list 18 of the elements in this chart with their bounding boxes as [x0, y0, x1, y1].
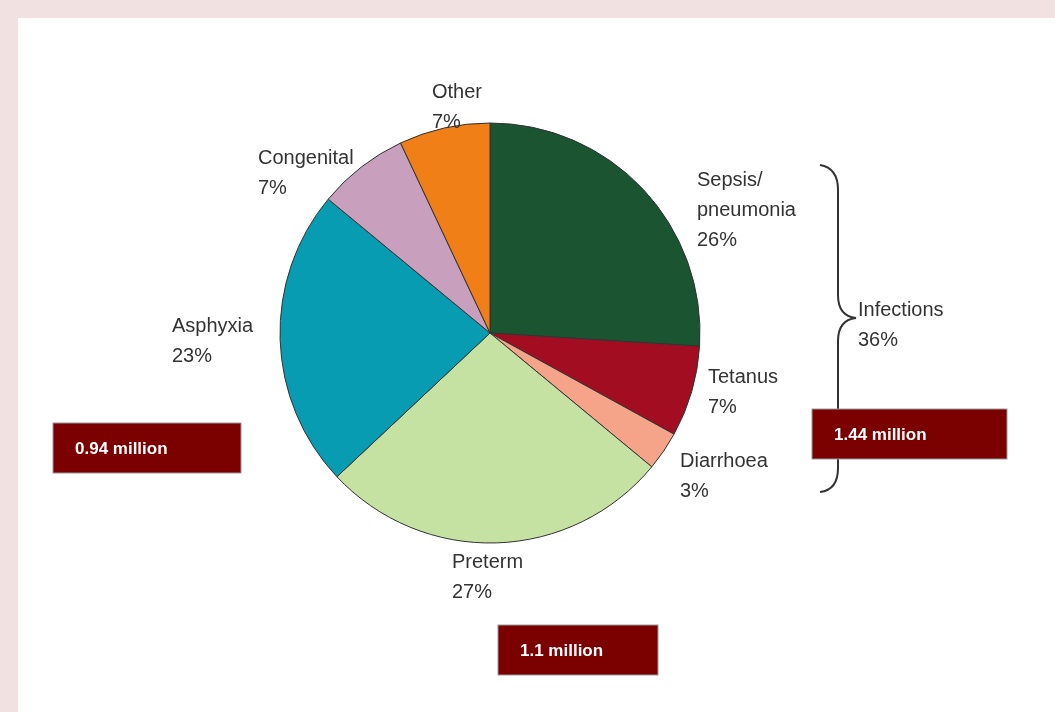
- slice-label: Sepsis/pneumonia: [697, 168, 797, 220]
- data-label: 7%: [258, 176, 288, 198]
- slice-label: Congenital: [258, 146, 354, 168]
- slice-label: Other: [432, 80, 483, 102]
- slice-label: Asphyxia: [172, 314, 255, 336]
- slice-label: Preterm: [452, 550, 524, 572]
- text: Infections 36%: [858, 298, 944, 350]
- text: 1.44 million: [834, 425, 927, 444]
- data-label: 26%: [697, 228, 738, 250]
- slice-label: Diarrhoea: [680, 449, 769, 471]
- data-label: 7%: [708, 395, 738, 417]
- data-label: 3%: [680, 479, 710, 501]
- text: 0.94 million: [75, 439, 168, 458]
- text: 1.1 million: [520, 641, 604, 660]
- slice-label: Tetanus: [708, 365, 779, 387]
- data-label: 23%: [172, 344, 213, 366]
- data-label: 27%: [452, 580, 493, 602]
- data-label: 7%: [432, 110, 462, 132]
